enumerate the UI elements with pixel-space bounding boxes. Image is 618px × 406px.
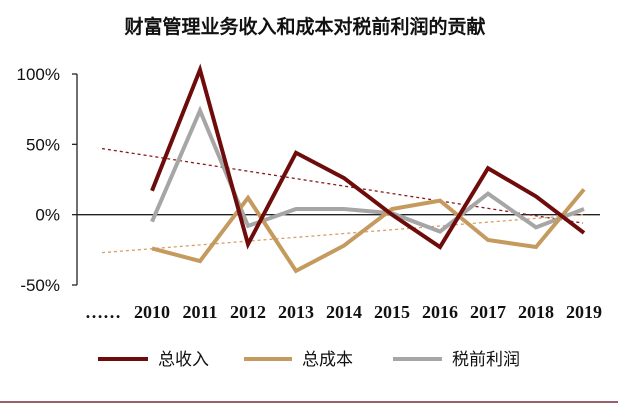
y-tick-label: 0% <box>35 206 60 225</box>
x-tick-label: 2019 <box>566 302 602 322</box>
x-tick-label: 2012 <box>230 302 266 322</box>
series-lines <box>150 63 586 274</box>
series-line <box>150 105 585 234</box>
x-tick-label: 2014 <box>326 302 362 322</box>
x-prefix-label: …… <box>85 302 121 322</box>
legend-label: 总成本 <box>302 350 353 370</box>
y-tick-label: -50% <box>20 276 60 295</box>
y-tick-label: 50% <box>26 135 60 154</box>
x-tick-label: 2017 <box>470 302 506 322</box>
legend-label: 总收入 <box>158 350 209 370</box>
chart-title: 财富管理业务收入和成本对税前利润的贡献 <box>124 15 485 38</box>
x-tick-labels: 2010 2011 2012 2013 2014 2015 2016 2017 2018 2019 <box>134 302 602 322</box>
x-tick-label: 2018 <box>518 302 554 322</box>
legend-label: 税前利润 <box>452 350 520 370</box>
legend: 总收入 总成本 税前利润 <box>98 350 520 370</box>
series-line <box>150 63 586 250</box>
trendline <box>101 214 584 254</box>
y-ticks: -50% 0% 50% 100% <box>17 65 77 295</box>
x-tick-label: 2016 <box>422 302 458 322</box>
series-line <box>151 188 586 274</box>
x-tick-label: 2011 <box>182 302 217 322</box>
x-tick-label: 2013 <box>278 302 314 322</box>
y-tick-label: 100% <box>17 65 60 84</box>
x-tick-label: 2010 <box>134 302 170 322</box>
trendlines <box>101 147 584 254</box>
x-tick-label: 2015 <box>374 302 410 322</box>
